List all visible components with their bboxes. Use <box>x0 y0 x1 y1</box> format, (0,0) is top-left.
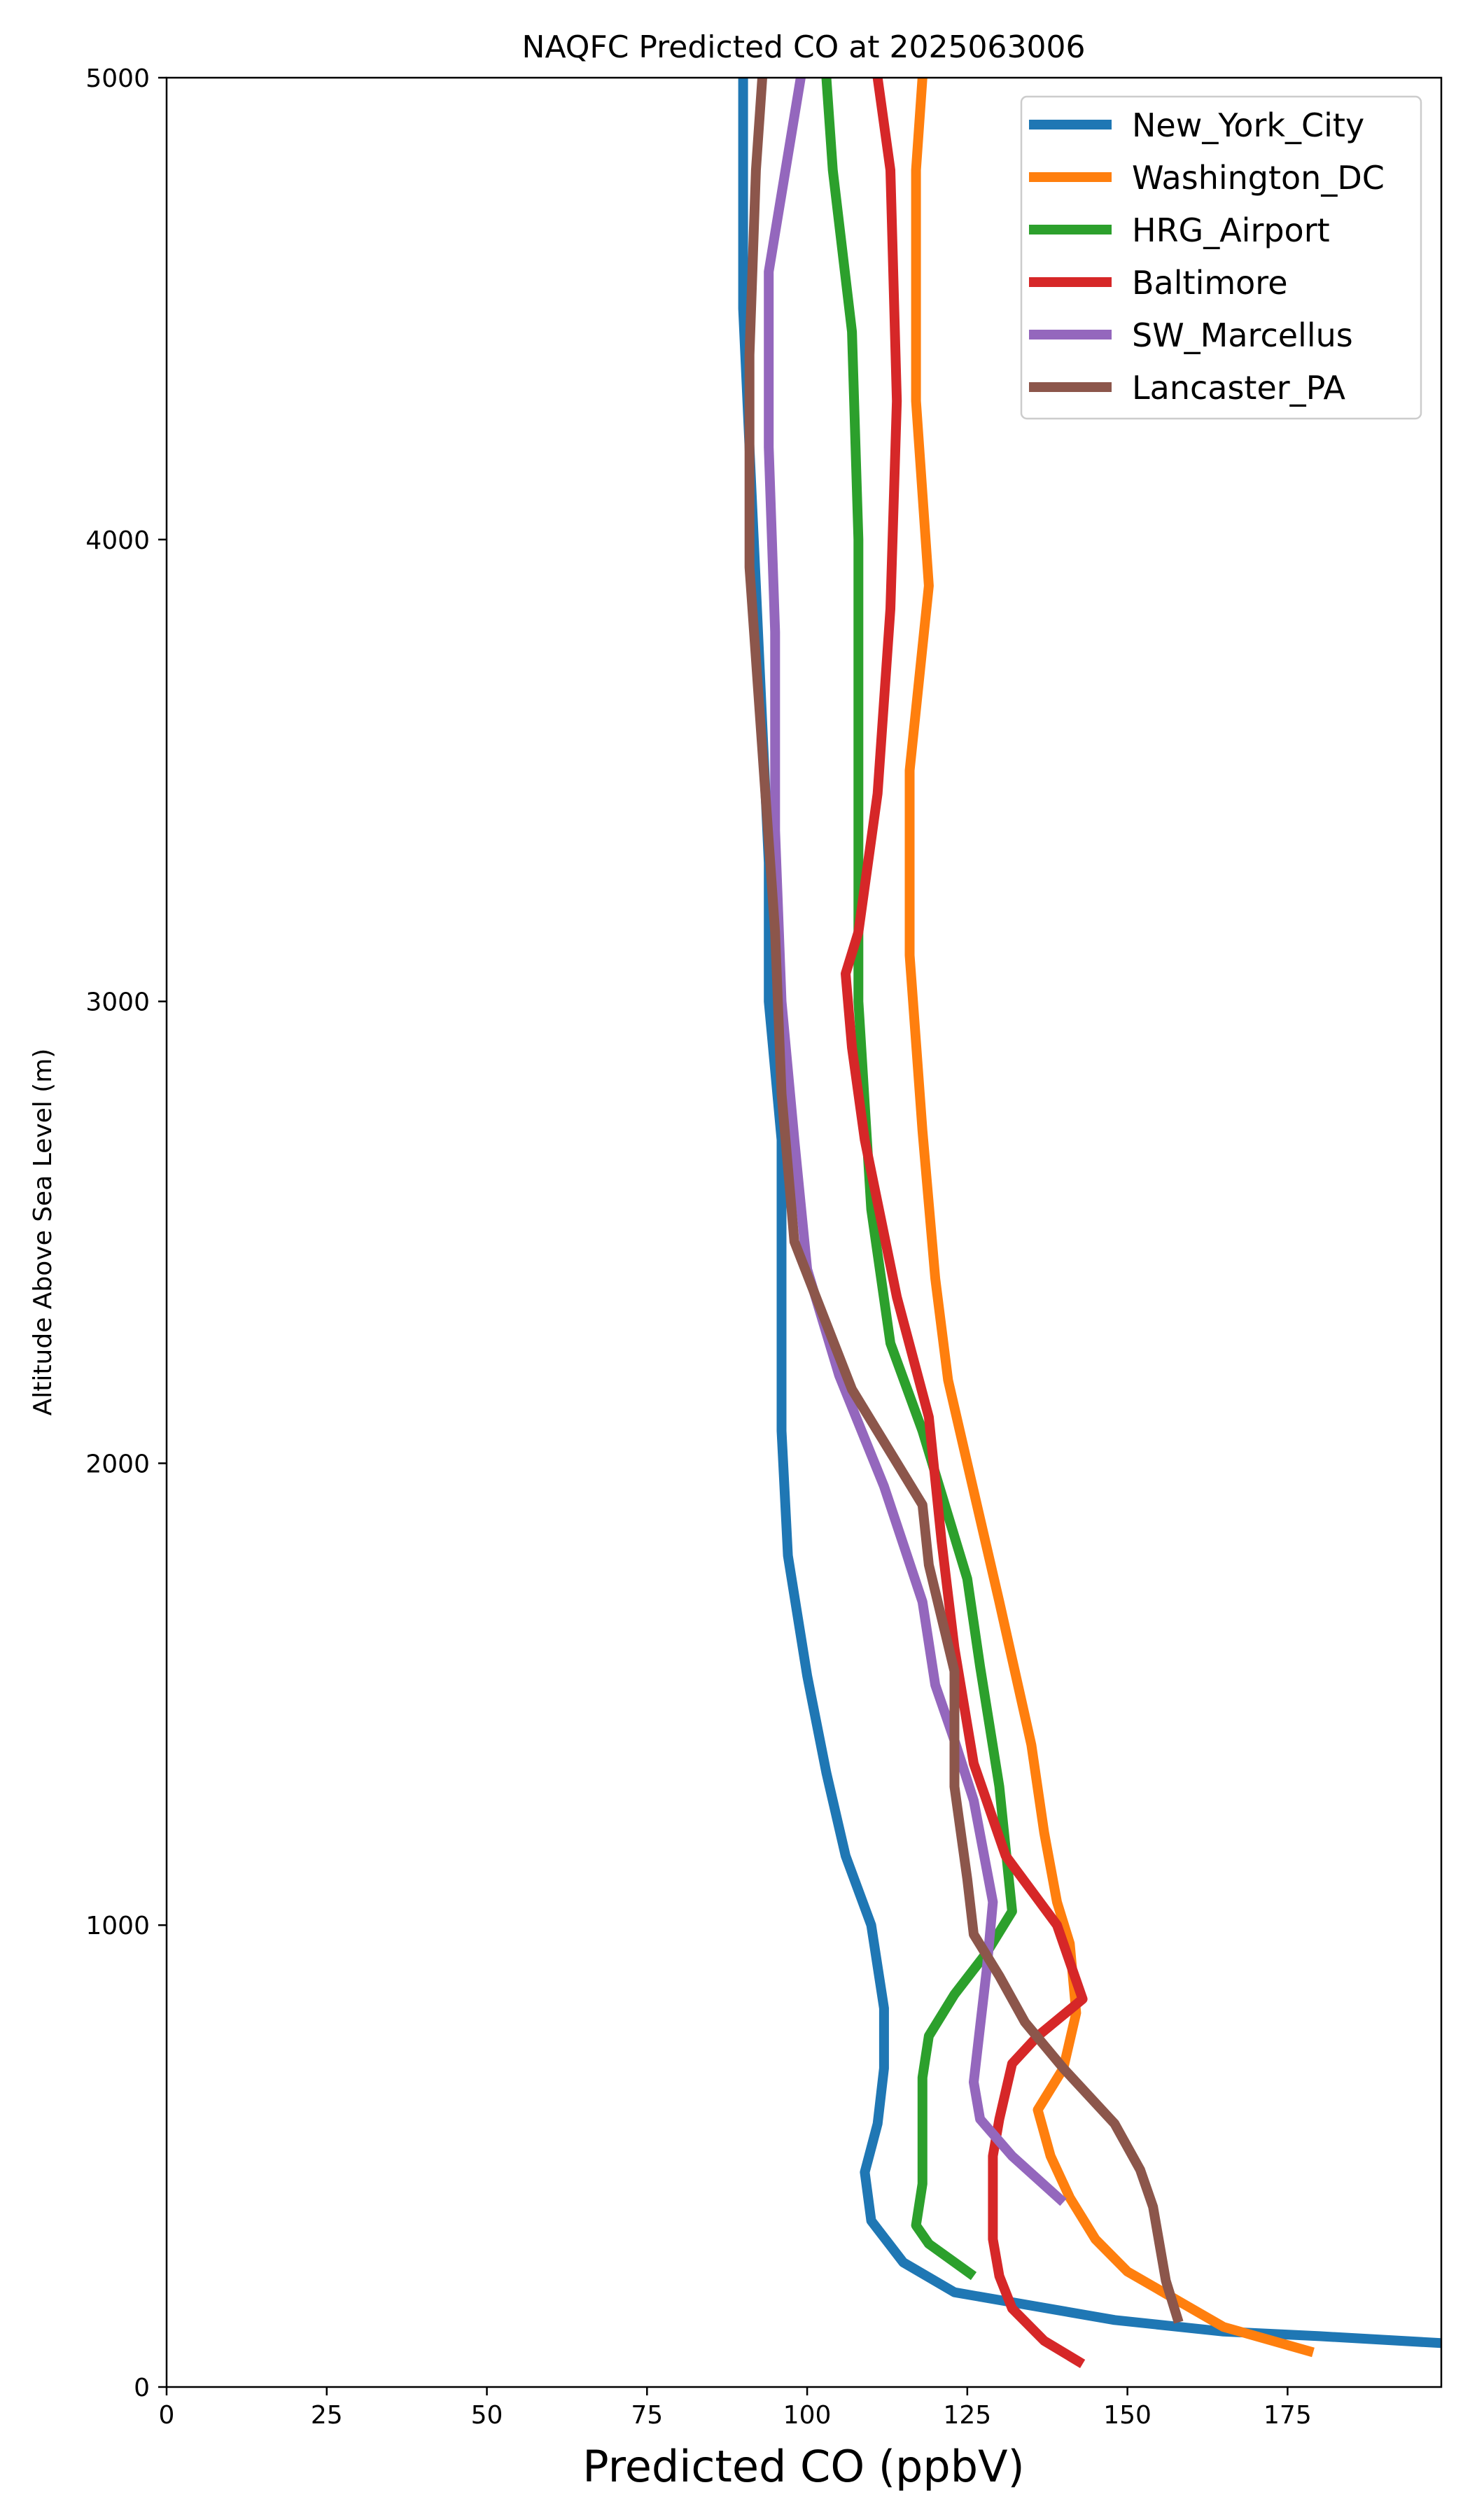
x-tick-label: 150 <box>1103 2401 1152 2430</box>
x-tick-label: 125 <box>943 2401 991 2430</box>
legend: New_York_City Washington_DC HRG_Airport Bal… <box>1020 95 1422 420</box>
legend-label: Lancaster_PA <box>1132 369 1345 407</box>
series-line-baltimore <box>841 78 1088 2368</box>
x-tick-label: 0 <box>159 2401 175 2430</box>
series-line-lancaster-pa <box>744 78 1184 2324</box>
legend-label: SW_Marcellus <box>1132 316 1353 354</box>
legend-entries: New_York_City Washington_DC HRG_Airport Bal… <box>1029 106 1385 407</box>
series-line-washington-dc <box>904 78 1315 2358</box>
y-tick-label: 0 <box>134 2374 150 2402</box>
x-tick-label: 75 <box>631 2401 663 2430</box>
x-axis-ticks: 0 25 50 75 100 125 150 175 <box>159 2387 1312 2430</box>
x-tick-label: 50 <box>471 2401 503 2430</box>
x-tick-label: 175 <box>1264 2401 1312 2430</box>
legend-label: Washington_DC <box>1132 159 1385 197</box>
x-tick-label: 100 <box>783 2401 832 2430</box>
legend-label: Baltimore <box>1132 264 1288 302</box>
series-layer <box>738 78 1441 2368</box>
legend-frame <box>1020 95 1422 420</box>
plot-frame <box>165 76 1443 2388</box>
x-tick-label: 25 <box>311 2401 343 2430</box>
y-tick-label: 4000 <box>85 526 150 555</box>
y-tick-label: 3000 <box>85 988 150 1017</box>
chart-title: NAQFC Predicted CO at 2025063006 <box>522 29 1086 65</box>
y-axis-ticks: 0 1000 2000 3000 4000 5000 <box>85 64 167 2402</box>
series-line-sw-marcellus <box>764 78 1067 2206</box>
y-axis-label: Altitude Above Sea Level (m) <box>29 1049 57 1416</box>
legend-label: HRG_Airport <box>1132 211 1330 249</box>
x-axis-label: Predicted CO (ppbV) <box>582 2441 1024 2492</box>
y-tick-label: 2000 <box>85 1450 150 1478</box>
y-tick-label: 5000 <box>85 64 150 93</box>
legend-label: New_York_City <box>1132 106 1364 144</box>
series-line-hrg-airport <box>821 78 1017 2281</box>
y-tick-label: 1000 <box>85 1912 150 1940</box>
